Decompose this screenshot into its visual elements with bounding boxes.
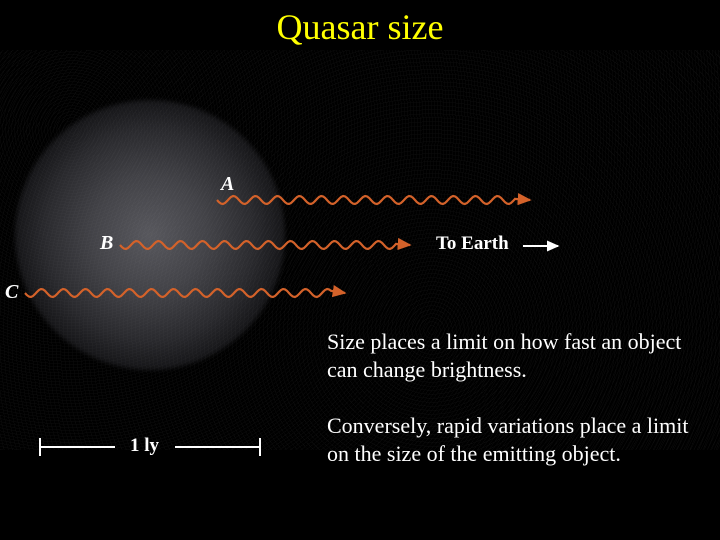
label-b: B [100,232,113,255]
paragraph-1: Size places a limit on how fast an objec… [327,328,707,383]
to-earth-label: To Earth [436,233,509,255]
label-c: C [5,281,18,304]
label-a: A [221,173,234,196]
slide-title: Quasar size [0,6,720,48]
scale-bar-label: 1 ly [130,435,159,457]
quasar-sphere [15,100,285,370]
paragraph-2: Conversely, rapid variations place a lim… [327,412,707,467]
